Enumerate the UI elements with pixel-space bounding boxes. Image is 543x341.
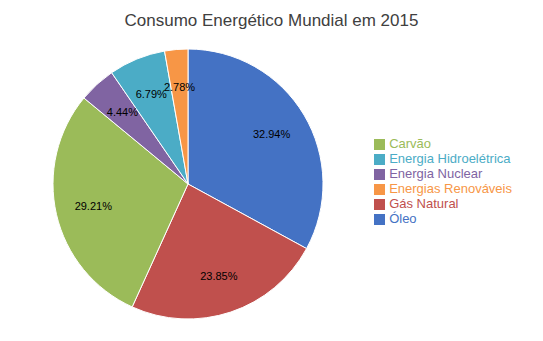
html-text:Óleo: Óleo (389, 211, 417, 226)
html-text:Energias Renováveis: Energias Renováveis (389, 181, 512, 196)
html-text:Consumo Energético Mundial em: Consumo Energético Mundial em 2015 (124, 11, 419, 30)
svg-text:4.44%: 4.44% (107, 106, 138, 118)
svg-text:29.21%: 29.21% (75, 200, 113, 212)
svg-text:6.79%: 6.79% (136, 88, 167, 100)
html-text:Gás Natural: Gás Natural (389, 196, 459, 211)
svg-text:2.78%: 2.78% (164, 81, 195, 93)
html-text:Energia Hidroelétrica: Energia Hidroelétrica (389, 151, 511, 166)
svg-text:32.94%: 32.94% (253, 128, 291, 140)
html-text:Energia Nuclear: Energia Nuclear (389, 166, 483, 181)
svg-text:23.85%: 23.85% (200, 270, 238, 282)
html-text:Carvão: Carvão (389, 136, 432, 151)
